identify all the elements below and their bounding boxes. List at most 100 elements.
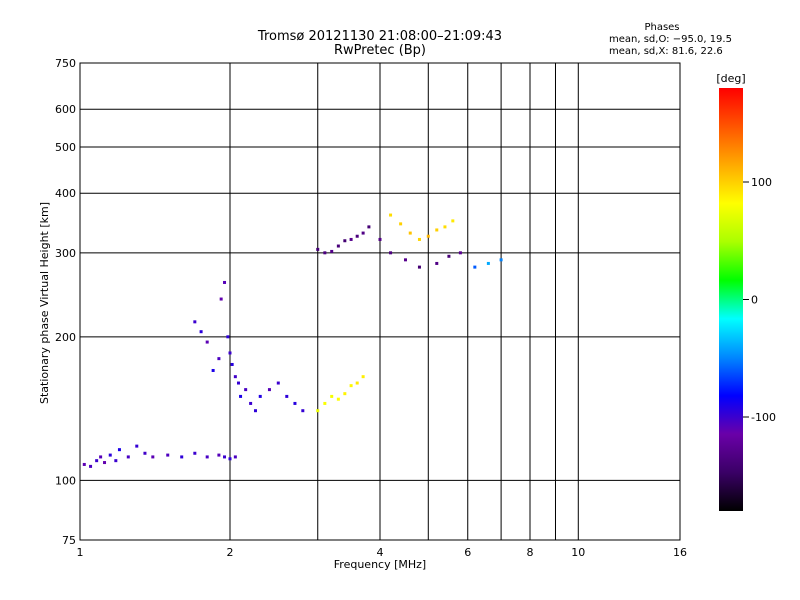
data-point bbox=[389, 251, 393, 255]
data-point bbox=[233, 375, 237, 379]
data-point bbox=[228, 351, 232, 355]
data-point bbox=[367, 225, 371, 229]
x-tick-label: 2 bbox=[227, 546, 234, 559]
data-point bbox=[151, 455, 155, 459]
data-point bbox=[451, 219, 455, 223]
data-point bbox=[117, 448, 121, 452]
chart-subtitle: RwPretec (Bp) bbox=[334, 43, 426, 58]
colorbar-tick-label: 0 bbox=[751, 294, 758, 307]
stats-title: Phases bbox=[644, 22, 679, 33]
data-point bbox=[258, 394, 262, 398]
y-tick-label: 300 bbox=[55, 247, 76, 260]
stats-line-x: mean, sd,X: 81.6, 22.6 bbox=[609, 46, 723, 57]
data-point bbox=[205, 340, 209, 344]
data-point bbox=[417, 237, 421, 241]
data-point bbox=[249, 401, 253, 405]
data-point bbox=[199, 330, 203, 334]
data-point bbox=[99, 455, 103, 459]
data-point bbox=[211, 368, 215, 372]
data-point bbox=[458, 251, 462, 255]
stats-line-o: mean, sd,O: −95.0, 19.5 bbox=[609, 34, 732, 45]
x-tick-label: 10 bbox=[571, 546, 585, 559]
data-point bbox=[180, 455, 184, 459]
data-point bbox=[499, 258, 503, 262]
data-point bbox=[435, 261, 439, 265]
data-point bbox=[486, 261, 490, 265]
data-point bbox=[223, 455, 227, 459]
data-point bbox=[217, 453, 221, 457]
data-point bbox=[217, 357, 221, 361]
y-tick-label: 500 bbox=[55, 141, 76, 154]
colorbar-label: [deg] bbox=[716, 72, 745, 85]
data-point bbox=[336, 397, 340, 401]
data-point bbox=[417, 265, 421, 269]
plot-frame bbox=[79, 62, 681, 541]
data-point bbox=[226, 335, 230, 339]
colorbar-tick-label: 100 bbox=[751, 176, 772, 189]
data-point bbox=[82, 462, 86, 466]
data-point bbox=[316, 247, 320, 251]
data-point bbox=[435, 228, 439, 232]
data-point bbox=[330, 394, 334, 398]
data-point bbox=[301, 409, 305, 413]
data-point bbox=[330, 249, 334, 253]
data-point bbox=[343, 239, 347, 243]
data-point bbox=[349, 237, 353, 241]
y-axis-ticks: 75 100 200 300 400 500 600 750 bbox=[55, 57, 76, 547]
y-tick-label: 400 bbox=[55, 187, 76, 200]
data-point bbox=[193, 320, 197, 324]
data-point bbox=[408, 231, 412, 235]
colorbar-tick-label: -100 bbox=[751, 411, 776, 424]
x-tick-label: 4 bbox=[377, 546, 384, 559]
data-point bbox=[323, 401, 327, 405]
data-point bbox=[205, 455, 209, 459]
data-point bbox=[135, 444, 139, 448]
colorbar-ticks: -100 0 100 bbox=[743, 176, 776, 424]
data-point bbox=[349, 384, 353, 388]
chart-title: Tromsø 20121130 21:08:00–21:09:43 bbox=[257, 29, 502, 44]
data-point bbox=[236, 381, 240, 385]
data-point bbox=[276, 381, 280, 385]
data-point bbox=[473, 265, 477, 269]
y-axis-label: Stationary phase Virtual Height [km] bbox=[38, 202, 51, 404]
data-point bbox=[166, 453, 170, 457]
data-point bbox=[361, 231, 365, 235]
x-axis-ticks: 1 2 4 6 8 10 16 bbox=[77, 546, 688, 559]
x-tick-label: 1 bbox=[77, 546, 84, 559]
y-tick-label: 100 bbox=[55, 474, 76, 487]
data-point bbox=[293, 401, 297, 405]
data-point bbox=[95, 459, 99, 463]
grid bbox=[80, 63, 680, 540]
data-point bbox=[230, 362, 234, 366]
data-point bbox=[378, 237, 382, 241]
y-tick-label: 600 bbox=[55, 103, 76, 116]
y-tick-label: 200 bbox=[55, 331, 76, 344]
data-point bbox=[336, 244, 340, 248]
data-point bbox=[114, 459, 118, 463]
x-tick-label: 6 bbox=[464, 546, 471, 559]
data-point bbox=[285, 394, 289, 398]
data-point bbox=[447, 254, 451, 258]
data-point bbox=[323, 251, 327, 255]
x-tick-label: 8 bbox=[527, 546, 534, 559]
data-point bbox=[355, 234, 359, 238]
data-point bbox=[389, 213, 393, 217]
data-point bbox=[244, 388, 248, 392]
data-point bbox=[426, 234, 430, 238]
data-point bbox=[253, 409, 257, 413]
data-point bbox=[239, 394, 243, 398]
data-point bbox=[89, 464, 93, 468]
data-point bbox=[108, 453, 112, 457]
data-point bbox=[399, 222, 403, 226]
data-point bbox=[233, 455, 237, 459]
data-point bbox=[228, 457, 232, 461]
data-point bbox=[343, 392, 347, 396]
data-point bbox=[103, 461, 107, 465]
data-point bbox=[219, 297, 223, 301]
colorbar bbox=[719, 88, 743, 511]
data-point bbox=[193, 451, 197, 455]
data-point bbox=[143, 451, 147, 455]
y-tick-label: 75 bbox=[62, 534, 76, 547]
data-point bbox=[403, 258, 407, 262]
